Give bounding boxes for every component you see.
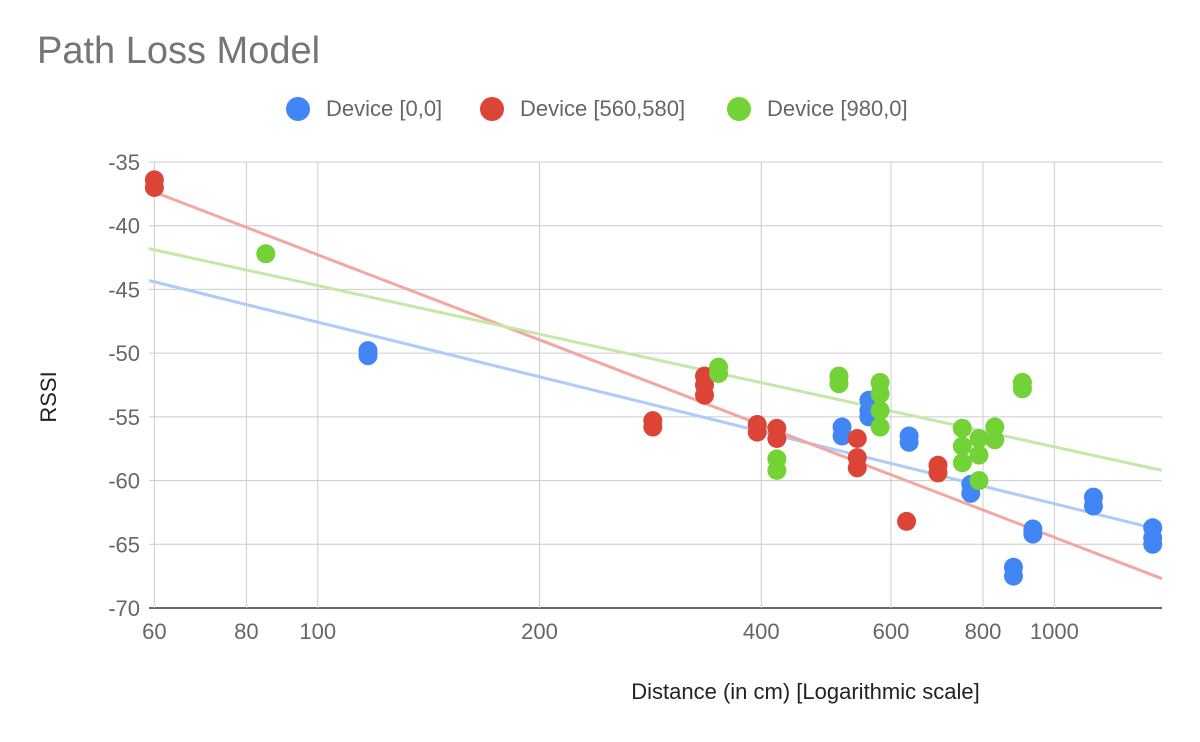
data-point [928, 463, 948, 483]
y-axis-title: RSSI [36, 371, 61, 422]
data-point [747, 422, 767, 442]
data-point [832, 426, 852, 446]
data-point [695, 385, 715, 405]
x-tick-label: 800 [965, 619, 1002, 644]
legend-label: Device [560,580] [520, 96, 686, 121]
data-point [1003, 566, 1023, 586]
data-point [899, 432, 919, 452]
data-point [643, 417, 663, 437]
data-point [256, 244, 276, 264]
x-tick-label: 80 [234, 619, 258, 644]
data-point [952, 418, 972, 438]
data-point [969, 471, 989, 491]
chart-title: Path Loss Model [37, 30, 321, 72]
x-tick-label: 60 [142, 619, 166, 644]
trendline [148, 247, 1163, 472]
trendline [148, 188, 1163, 581]
x-axis-title: Distance (in cm) [Logarithmic scale] [631, 679, 979, 704]
data-point [1023, 524, 1043, 544]
data-point [952, 453, 972, 473]
legend-marker-icon [727, 97, 751, 121]
x-tick-label: 1000 [1030, 619, 1079, 644]
legend: Device [0,0] Device [560,580] Device [98… [0, 96, 1200, 132]
data-point [847, 429, 867, 449]
y-tick-label: -65 [108, 532, 140, 557]
x-tick-label: 200 [521, 619, 558, 644]
y-tick-label: -70 [108, 596, 140, 621]
legend-item-device-560-580[interactable]: Device [560,580] [480, 96, 685, 122]
legend-label: Device [980,0] [767, 96, 908, 121]
data-point [952, 436, 972, 456]
data-point [985, 430, 1005, 450]
data-point [767, 460, 787, 480]
data-point [969, 429, 989, 449]
y-tick-label: -50 [108, 341, 140, 366]
data-point [870, 384, 890, 404]
legend-item-device-0-0[interactable]: Device [0,0] [286, 96, 442, 122]
x-tick-label: 400 [743, 619, 780, 644]
x-tick-label: 100 [299, 619, 336, 644]
y-tick-label: -35 [108, 150, 140, 175]
x-tick-label: 600 [873, 619, 910, 644]
legend-marker-icon [286, 97, 310, 121]
legend-label: Device [0,0] [326, 96, 443, 121]
data-point [870, 400, 890, 420]
data-point [969, 445, 989, 465]
legend-marker-icon [480, 97, 504, 121]
data-point [358, 346, 378, 366]
y-tick-label: -40 [108, 214, 140, 239]
data-point [829, 374, 849, 394]
data-point [847, 458, 867, 478]
data-point [144, 177, 164, 197]
y-tick-label: -45 [108, 277, 140, 302]
data-point [1012, 379, 1032, 399]
y-tick-label: -60 [108, 469, 140, 494]
data-point [767, 429, 787, 449]
trendline [148, 279, 1163, 532]
y-tick-label: -55 [108, 405, 140, 430]
data-point [870, 417, 890, 437]
legend-item-device-980-0[interactable]: Device [980,0] [727, 96, 908, 122]
data-point [1083, 496, 1103, 516]
data-point [897, 511, 917, 531]
data-point [1143, 534, 1163, 554]
data-point [709, 364, 729, 384]
